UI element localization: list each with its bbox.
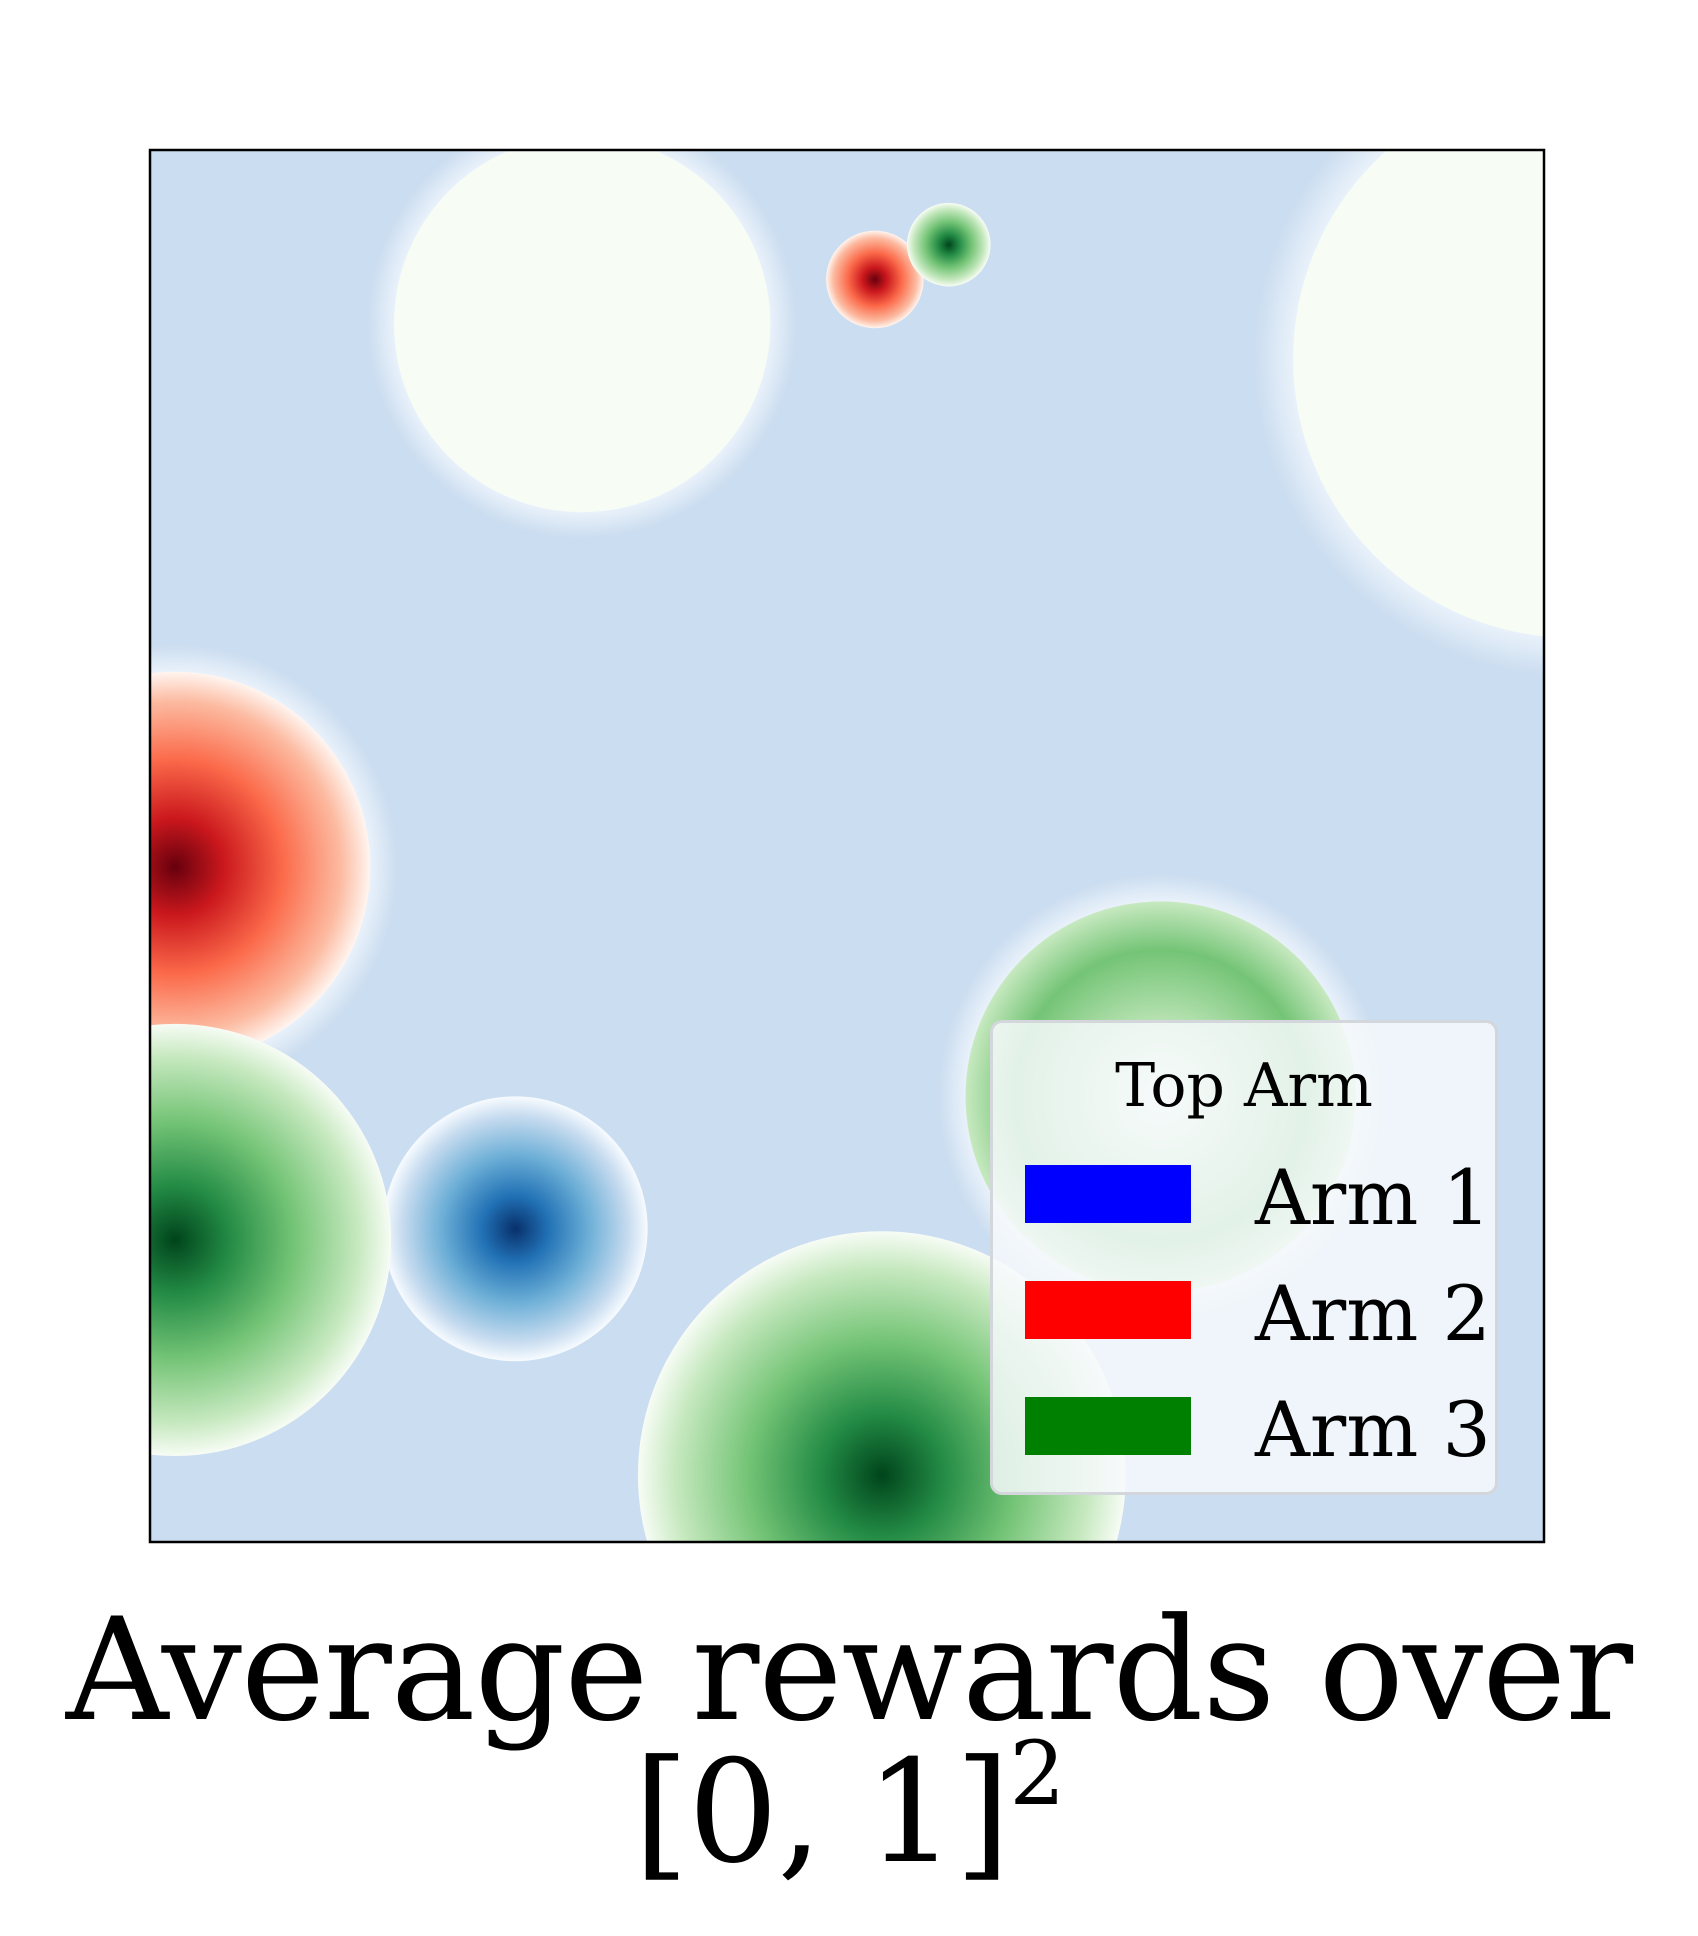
legend-entry-arm-1: Arm 1 (1025, 1153, 1491, 1242)
caption-text: Average rewards over [0, 1] (65, 1588, 1633, 1895)
heatmap-bump-arm-1 (394, 150, 771, 513)
legend-swatch-arm-1 (1025, 1165, 1191, 1223)
heatmap-bump-arm-1 (382, 1096, 648, 1362)
legend-label-arm-2: Arm 2 (1255, 1269, 1491, 1358)
heatmap-bump-arm-3 (150, 1023, 392, 1456)
figure-caption: Average rewards over [0, 1]2 (0, 1600, 1698, 1884)
heatmap-bump-arm-1 (1293, 150, 1544, 637)
legend-entry-arm-3: Arm 3 (1025, 1385, 1491, 1474)
caption-exponent: 2 (1009, 1722, 1065, 1825)
heatmap-bump-arm-3 (906, 202, 991, 287)
legend-label-arm-1: Arm 1 (1255, 1153, 1491, 1242)
legend-swatch-arm-2 (1025, 1281, 1191, 1339)
legend-title: Top Arm (1115, 1051, 1373, 1121)
plot-frame (148, 148, 1546, 1544)
heatmap-bump-arm-2 (826, 230, 924, 329)
legend: Top Arm Arm 1 Arm 2 Arm 3 (990, 1020, 1498, 1495)
legend-label-arm-3: Arm 3 (1255, 1385, 1491, 1474)
heatmap-bump-arm-2 (150, 671, 371, 1062)
legend-swatch-arm-3 (1025, 1397, 1191, 1455)
legend-entry-arm-2: Arm 2 (1025, 1269, 1491, 1358)
